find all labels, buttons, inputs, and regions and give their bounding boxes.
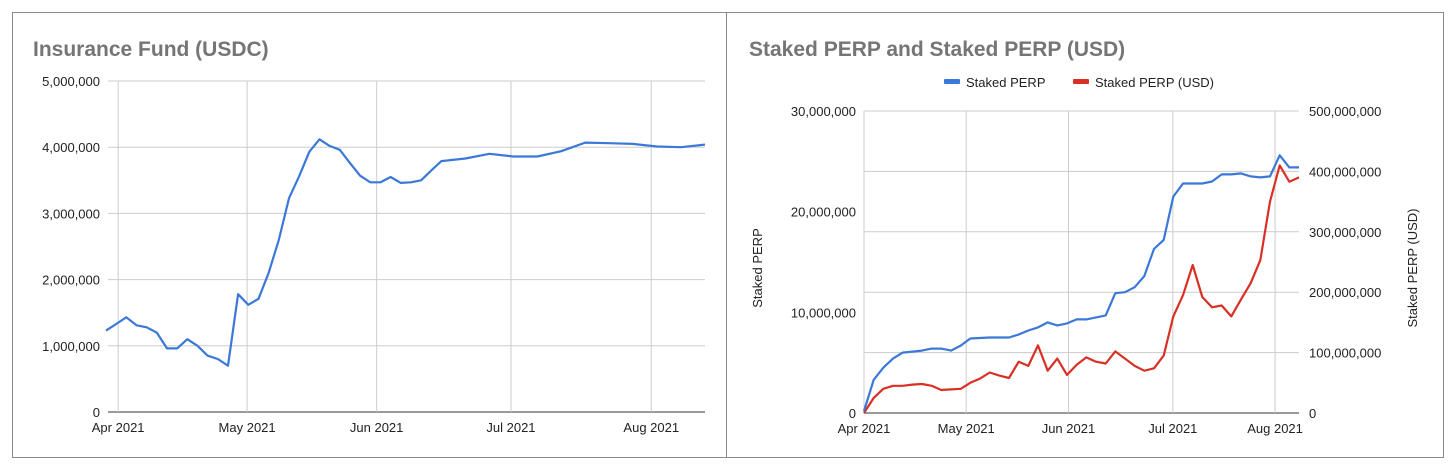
chart-title: Staked PERP and Staked PERP (USD)	[749, 38, 1125, 61]
y-right-tick-label: 500,000,000	[1309, 104, 1381, 119]
y-tick-label: 4,000,000	[42, 140, 100, 155]
legend-label-staked-perp-usd: Staked PERP (USD)	[1095, 75, 1214, 90]
staked-perp-usd-line	[863, 164, 1300, 414]
y-axis-title-left: Staked PERP	[750, 228, 765, 308]
insurance-fund-chart: Insurance Fund (USDC) 0 1,000,000 2,000,00…	[33, 38, 706, 435]
y-axis-title-right: Staked PERP (USD)	[1405, 209, 1420, 328]
x-tick-label: Jun 2021	[350, 420, 404, 435]
x-tick-label: Jun 2021	[1042, 421, 1096, 436]
y-tick-label: 5,000,000	[42, 74, 100, 89]
insurance-fund-line	[105, 138, 706, 367]
y-tick-label: 2,000,000	[42, 273, 100, 288]
x-tick-label: Apr 2021	[838, 421, 891, 436]
x-tick-label: Jul 2021	[1148, 421, 1197, 436]
x-tick-label: May 2021	[219, 420, 276, 435]
y-left-tick-label: 30,000,000	[791, 104, 856, 119]
y-right-tick-label: 400,000,000	[1309, 164, 1381, 179]
y-right-tick-label: 200,000,000	[1309, 285, 1381, 300]
y-right-tick-label: 300,000,000	[1309, 225, 1381, 240]
x-tick-label: Aug 2021	[1247, 421, 1303, 436]
chart-title: Insurance Fund (USDC)	[33, 38, 269, 61]
y-right-tick-label: 100,000,000	[1309, 346, 1381, 361]
x-tick-label: Aug 2021	[623, 420, 679, 435]
y-left-tick-label: 0	[849, 406, 856, 421]
staked-perp-line	[862, 154, 1299, 412]
legend-label-staked-perp: Staked PERP	[966, 75, 1046, 90]
x-tick-label: Apr 2021	[92, 420, 145, 435]
staked-perp-chart-panel: Staked PERP and Staked PERP (USD) Staked…	[726, 12, 1444, 458]
legend-swatch-staked-perp	[944, 79, 960, 84]
y-right-tick-label: 0	[1309, 406, 1316, 421]
x-tick-label: Jul 2021	[486, 420, 535, 435]
legend: Staked PERP Staked PERP (USD)	[944, 75, 1214, 90]
insurance-fund-chart-panel: Insurance Fund (USDC) 0 1,000,000 2,000,00…	[12, 12, 727, 458]
staked-perp-chart: Staked PERP and Staked PERP (USD) Staked…	[749, 38, 1420, 436]
y-tick-label: 3,000,000	[42, 206, 100, 221]
y-tick-label: 1,000,000	[42, 339, 100, 354]
y-tick-label: 0	[93, 405, 100, 420]
y-left-tick-label: 20,000,000	[791, 205, 856, 220]
legend-swatch-staked-perp-usd	[1073, 79, 1089, 84]
x-tick-label: May 2021	[938, 421, 995, 436]
y-left-tick-label: 10,000,000	[791, 305, 856, 320]
